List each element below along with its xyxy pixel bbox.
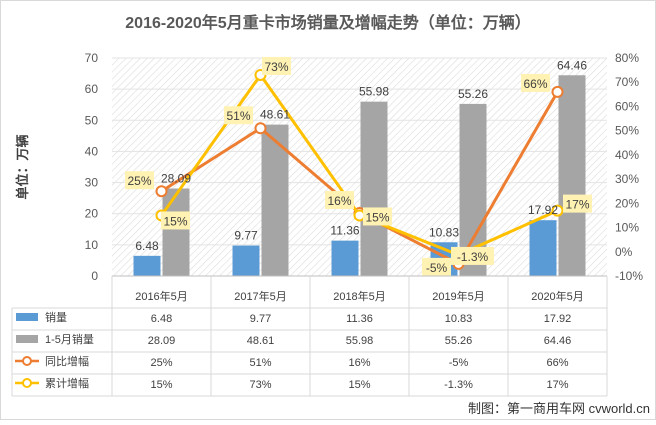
line-data-label: 25% xyxy=(127,174,151,188)
right-axis-tick-label: 40% xyxy=(615,148,639,162)
bar-ytd-sales xyxy=(162,188,190,276)
table-cell: 64.46 xyxy=(544,335,572,347)
bar-sales xyxy=(331,240,359,276)
right-axis-tick-label: 20% xyxy=(615,196,639,210)
bar-sales xyxy=(529,220,557,276)
table-cell: 66% xyxy=(546,357,568,369)
category-label: 2020年5月 xyxy=(531,289,584,303)
bar-data-label: 28.09 xyxy=(161,172,191,186)
category-label: 2016年5月 xyxy=(135,289,188,303)
table-cell: 55.98 xyxy=(346,335,374,347)
legend-swatch xyxy=(16,313,38,321)
y-axis-title: 单位：万辆 xyxy=(15,134,30,199)
table-cell: 17.92 xyxy=(544,313,572,325)
bar-data-label: 11.36 xyxy=(330,224,359,238)
line-data-label: -5% xyxy=(426,261,448,275)
table-cell: 17% xyxy=(546,379,568,391)
right-axis-tick-label: 50% xyxy=(615,124,639,138)
bar-sales xyxy=(232,245,260,276)
legend-label: 累计增幅 xyxy=(45,376,89,390)
legend-label: 销量 xyxy=(45,310,67,324)
table-cell: 25% xyxy=(150,357,172,369)
bar-data-label: 64.46 xyxy=(557,58,587,72)
line-label-box xyxy=(363,207,392,226)
category-label: 2019年5月 xyxy=(432,289,485,303)
left-axis-tick-label: 50 xyxy=(85,113,99,127)
table-cell: 11.36 xyxy=(346,313,373,325)
bar-ytd-sales xyxy=(558,75,586,276)
bar-sales xyxy=(133,255,161,276)
left-axis-tick-label: 20 xyxy=(85,207,99,221)
line-data-label: 73% xyxy=(264,60,288,74)
left-axis-tick-label: 10 xyxy=(85,238,99,252)
legend-marker xyxy=(22,378,32,388)
line-label-box xyxy=(563,194,592,213)
line-point xyxy=(551,204,564,217)
line-label-box xyxy=(325,191,354,210)
right-axis-tick-label: 0% xyxy=(615,245,633,259)
line-data-label: 15% xyxy=(365,210,389,224)
right-axis-tick-label: 70% xyxy=(615,75,639,89)
left-axis-tick-label: 60 xyxy=(85,82,99,96)
left-axis-tick-label: 0 xyxy=(91,269,98,283)
bar-ytd-sales xyxy=(360,101,388,276)
table-cell: 6.48 xyxy=(151,313,172,325)
table-cell: 55.26 xyxy=(445,335,473,347)
line-data-label: 66% xyxy=(523,77,547,91)
bar-data-label: 9.77 xyxy=(234,229,258,243)
table-cell: 15% xyxy=(150,379,172,391)
legend-label: 1-5月销量 xyxy=(45,332,94,346)
table-cell: -5% xyxy=(449,357,469,369)
bar-data-label: 48.61 xyxy=(260,108,290,122)
bar-data-label: 10.83 xyxy=(429,225,459,239)
right-axis-tick-label: 80% xyxy=(615,51,639,65)
line-label-box xyxy=(161,211,190,230)
line-data-label: 16% xyxy=(327,194,351,208)
table-cell: 28.09 xyxy=(148,335,176,347)
left-axis-tick-label: 40 xyxy=(85,144,99,158)
table-cell: 48.61 xyxy=(247,335,275,347)
bar-data-label: 17.92 xyxy=(528,203,558,217)
table-cell: 51% xyxy=(249,357,271,369)
line-label-box xyxy=(451,246,494,265)
category-label: 2017年5月 xyxy=(234,289,287,303)
line-label-box xyxy=(262,56,291,75)
right-axis-tick-label: 10% xyxy=(615,221,639,235)
bar-data-label: 6.48 xyxy=(135,239,159,253)
legend-marker xyxy=(22,356,32,366)
legend-swatch xyxy=(16,335,38,343)
left-axis-tick-label: 30 xyxy=(85,176,99,190)
line-label-box xyxy=(125,171,154,190)
bar-data-label: 55.26 xyxy=(458,87,488,101)
right-axis-tick-label: 60% xyxy=(615,99,639,113)
table-cell: -1.3% xyxy=(444,379,473,391)
table-cell: 16% xyxy=(348,357,370,369)
line-point xyxy=(551,85,564,98)
table-cell: 73% xyxy=(249,379,271,391)
legend-label: 同比增幅 xyxy=(45,354,89,368)
line-data-label: 51% xyxy=(226,109,250,123)
right-axis-tick-label: 30% xyxy=(615,172,639,186)
table-cell: 10.83 xyxy=(445,313,473,325)
table-cell: 9.77 xyxy=(250,313,271,325)
line-data-label: 15% xyxy=(163,214,187,228)
bar-data-label: 55.98 xyxy=(359,85,389,99)
line-label-box xyxy=(224,106,253,125)
left-axis-tick-label: 70 xyxy=(85,51,99,65)
line-data-label: 17% xyxy=(565,198,589,212)
line-data-label: -1.3% xyxy=(457,250,489,264)
line-point xyxy=(155,185,168,198)
line-label-box xyxy=(422,257,451,276)
credit-text: 制图：第一商用车网 cvworld.cn xyxy=(468,401,650,416)
right-axis-tick-label: -10% xyxy=(615,269,643,283)
table-cell: 15% xyxy=(348,379,370,391)
chart-title: 2016-2020年5月重卡市场销量及增幅走势（单位：万辆） xyxy=(125,13,530,32)
line-point xyxy=(254,122,267,135)
line-label-box xyxy=(521,73,550,92)
category-label: 2018年5月 xyxy=(333,289,386,303)
